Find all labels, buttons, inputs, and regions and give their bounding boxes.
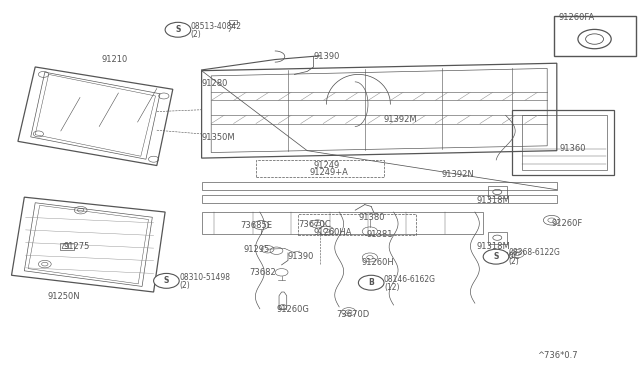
Text: 91260HA: 91260HA [314, 228, 352, 237]
Text: 91390: 91390 [288, 252, 314, 261]
Text: S: S [164, 276, 169, 285]
Text: 91390: 91390 [314, 52, 340, 61]
Text: 73685E: 73685E [240, 221, 272, 230]
Text: 91275: 91275 [64, 242, 90, 251]
Text: 08368-6122G: 08368-6122G [509, 248, 561, 257]
Circle shape [358, 275, 384, 290]
Text: (2): (2) [509, 257, 520, 266]
Text: ^736*0.7: ^736*0.7 [538, 351, 578, 360]
Text: 91295: 91295 [243, 245, 269, 254]
Text: 08146-6162G: 08146-6162G [384, 275, 436, 283]
Text: 73682: 73682 [250, 268, 276, 277]
FancyBboxPatch shape [554, 16, 636, 56]
Text: 91392M: 91392M [384, 115, 418, 124]
Text: 91250N: 91250N [48, 292, 81, 301]
Text: 91260FA: 91260FA [558, 13, 595, 22]
Text: 08513-40842: 08513-40842 [191, 22, 242, 31]
Text: 08310-51498: 08310-51498 [179, 273, 230, 282]
Circle shape [165, 22, 191, 37]
Text: (12): (12) [384, 283, 399, 292]
Text: B: B [369, 278, 374, 287]
Text: 91260G: 91260G [276, 305, 309, 314]
Text: 91318M: 91318M [477, 196, 511, 205]
Text: (2): (2) [191, 30, 202, 39]
Text: 91260F: 91260F [552, 219, 583, 228]
Circle shape [483, 249, 509, 264]
Text: S: S [493, 252, 499, 261]
Text: 73670C: 73670C [298, 220, 331, 229]
Text: 91249+A: 91249+A [309, 169, 348, 177]
Circle shape [154, 273, 179, 288]
Text: 91350M: 91350M [202, 133, 236, 142]
Text: 91318M: 91318M [477, 242, 511, 251]
Text: 73670C: 73670C [488, 252, 520, 261]
Text: 73670D: 73670D [336, 310, 369, 319]
Text: 91210: 91210 [101, 55, 127, 64]
Text: 91392N: 91392N [442, 170, 474, 179]
Text: 91249: 91249 [314, 161, 340, 170]
Text: 91380: 91380 [358, 213, 385, 222]
Text: 91381: 91381 [366, 230, 392, 239]
Text: (2): (2) [179, 281, 190, 290]
Text: 91260H: 91260H [362, 258, 394, 267]
Text: 91280: 91280 [202, 79, 228, 88]
Text: 91360: 91360 [560, 144, 586, 153]
Text: S: S [175, 25, 180, 34]
